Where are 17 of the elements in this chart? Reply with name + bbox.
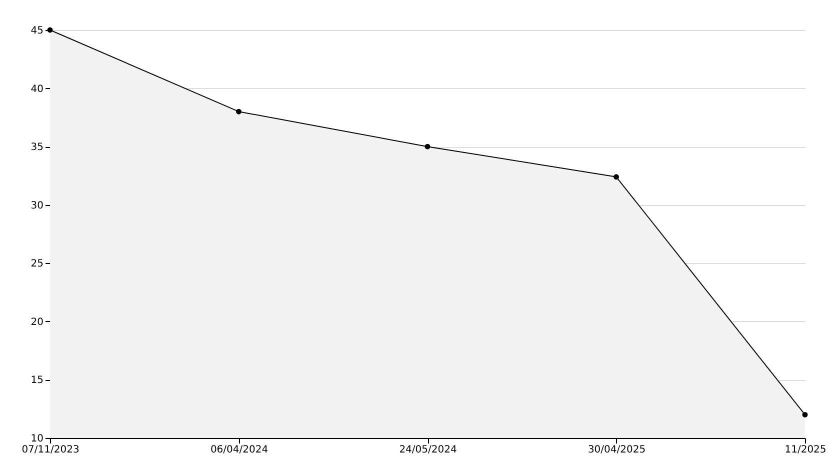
- point: [424, 144, 430, 150]
- y-tick-label: 40: [30, 84, 44, 95]
- y-tick-label: 30: [30, 200, 44, 212]
- point: [236, 108, 242, 114]
- point: [614, 174, 619, 180]
- point: [802, 412, 808, 418]
- y-tick-label: 15: [30, 375, 44, 386]
- x-tick-label: 07/11/2023: [22, 444, 80, 456]
- y-tick-label: 35: [30, 142, 44, 154]
- x-tick-label: 30/04/2025: [588, 444, 646, 456]
- y-tick-label: 10: [30, 434, 44, 444]
- y-tick-label: 45: [30, 26, 44, 36]
- y-tick-label: 25: [30, 258, 44, 270]
- y-tick-label: 20: [30, 316, 44, 328]
- x-tick-label: 06/04/2024: [210, 444, 268, 456]
- x-tick-label: 11/2025: [784, 444, 826, 456]
- x-tick-label: 24/05/2024: [399, 444, 457, 456]
